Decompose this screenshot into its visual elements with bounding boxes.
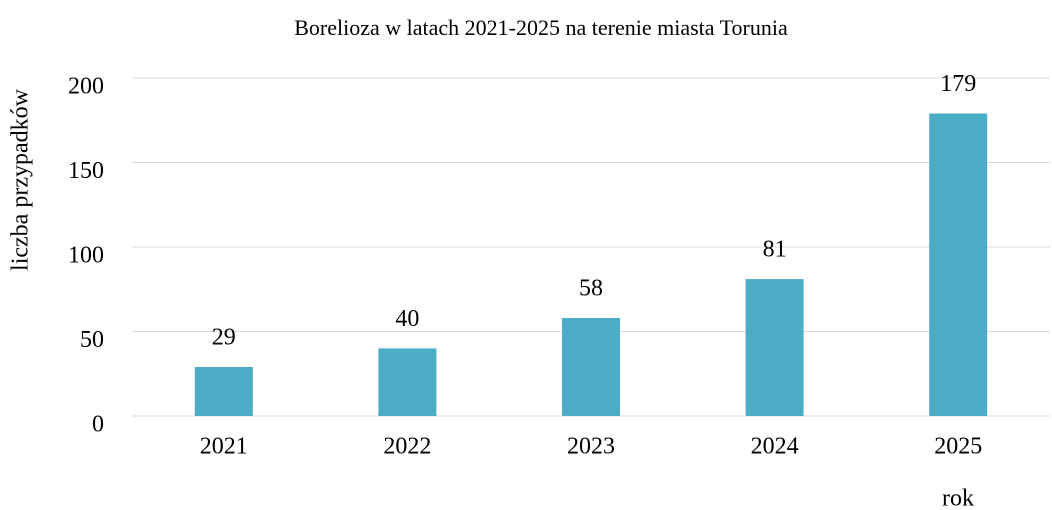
data-label: 81: [763, 237, 787, 263]
y-tick-label: 150: [68, 158, 104, 184]
y-tick-label: 100: [68, 243, 104, 269]
x-tick-label: 2024: [751, 434, 799, 460]
data-label: 179: [940, 71, 976, 97]
bar: [562, 317, 620, 416]
y-tick-label: 200: [68, 74, 104, 100]
bar: [929, 113, 988, 417]
bar: [194, 366, 253, 416]
data-label: 58: [579, 275, 603, 301]
x-axis-label: rok: [942, 486, 974, 510]
y-axis-label: liczba przypadków: [8, 88, 34, 271]
bar: [745, 279, 804, 416]
data-label: 29: [212, 324, 236, 350]
y-tick-label: 0: [92, 412, 104, 438]
x-tick-label: 2023: [567, 434, 615, 460]
y-tick-label: 50: [80, 327, 104, 353]
x-tick-label: 2022: [383, 434, 431, 460]
x-tick-label: 2021: [200, 434, 248, 460]
chart-title: Borelioza w latach 2021-2025 na terenie …: [294, 15, 788, 40]
data-label: 40: [395, 306, 419, 332]
x-tick-label: 2025: [934, 434, 982, 460]
bar: [378, 348, 437, 416]
